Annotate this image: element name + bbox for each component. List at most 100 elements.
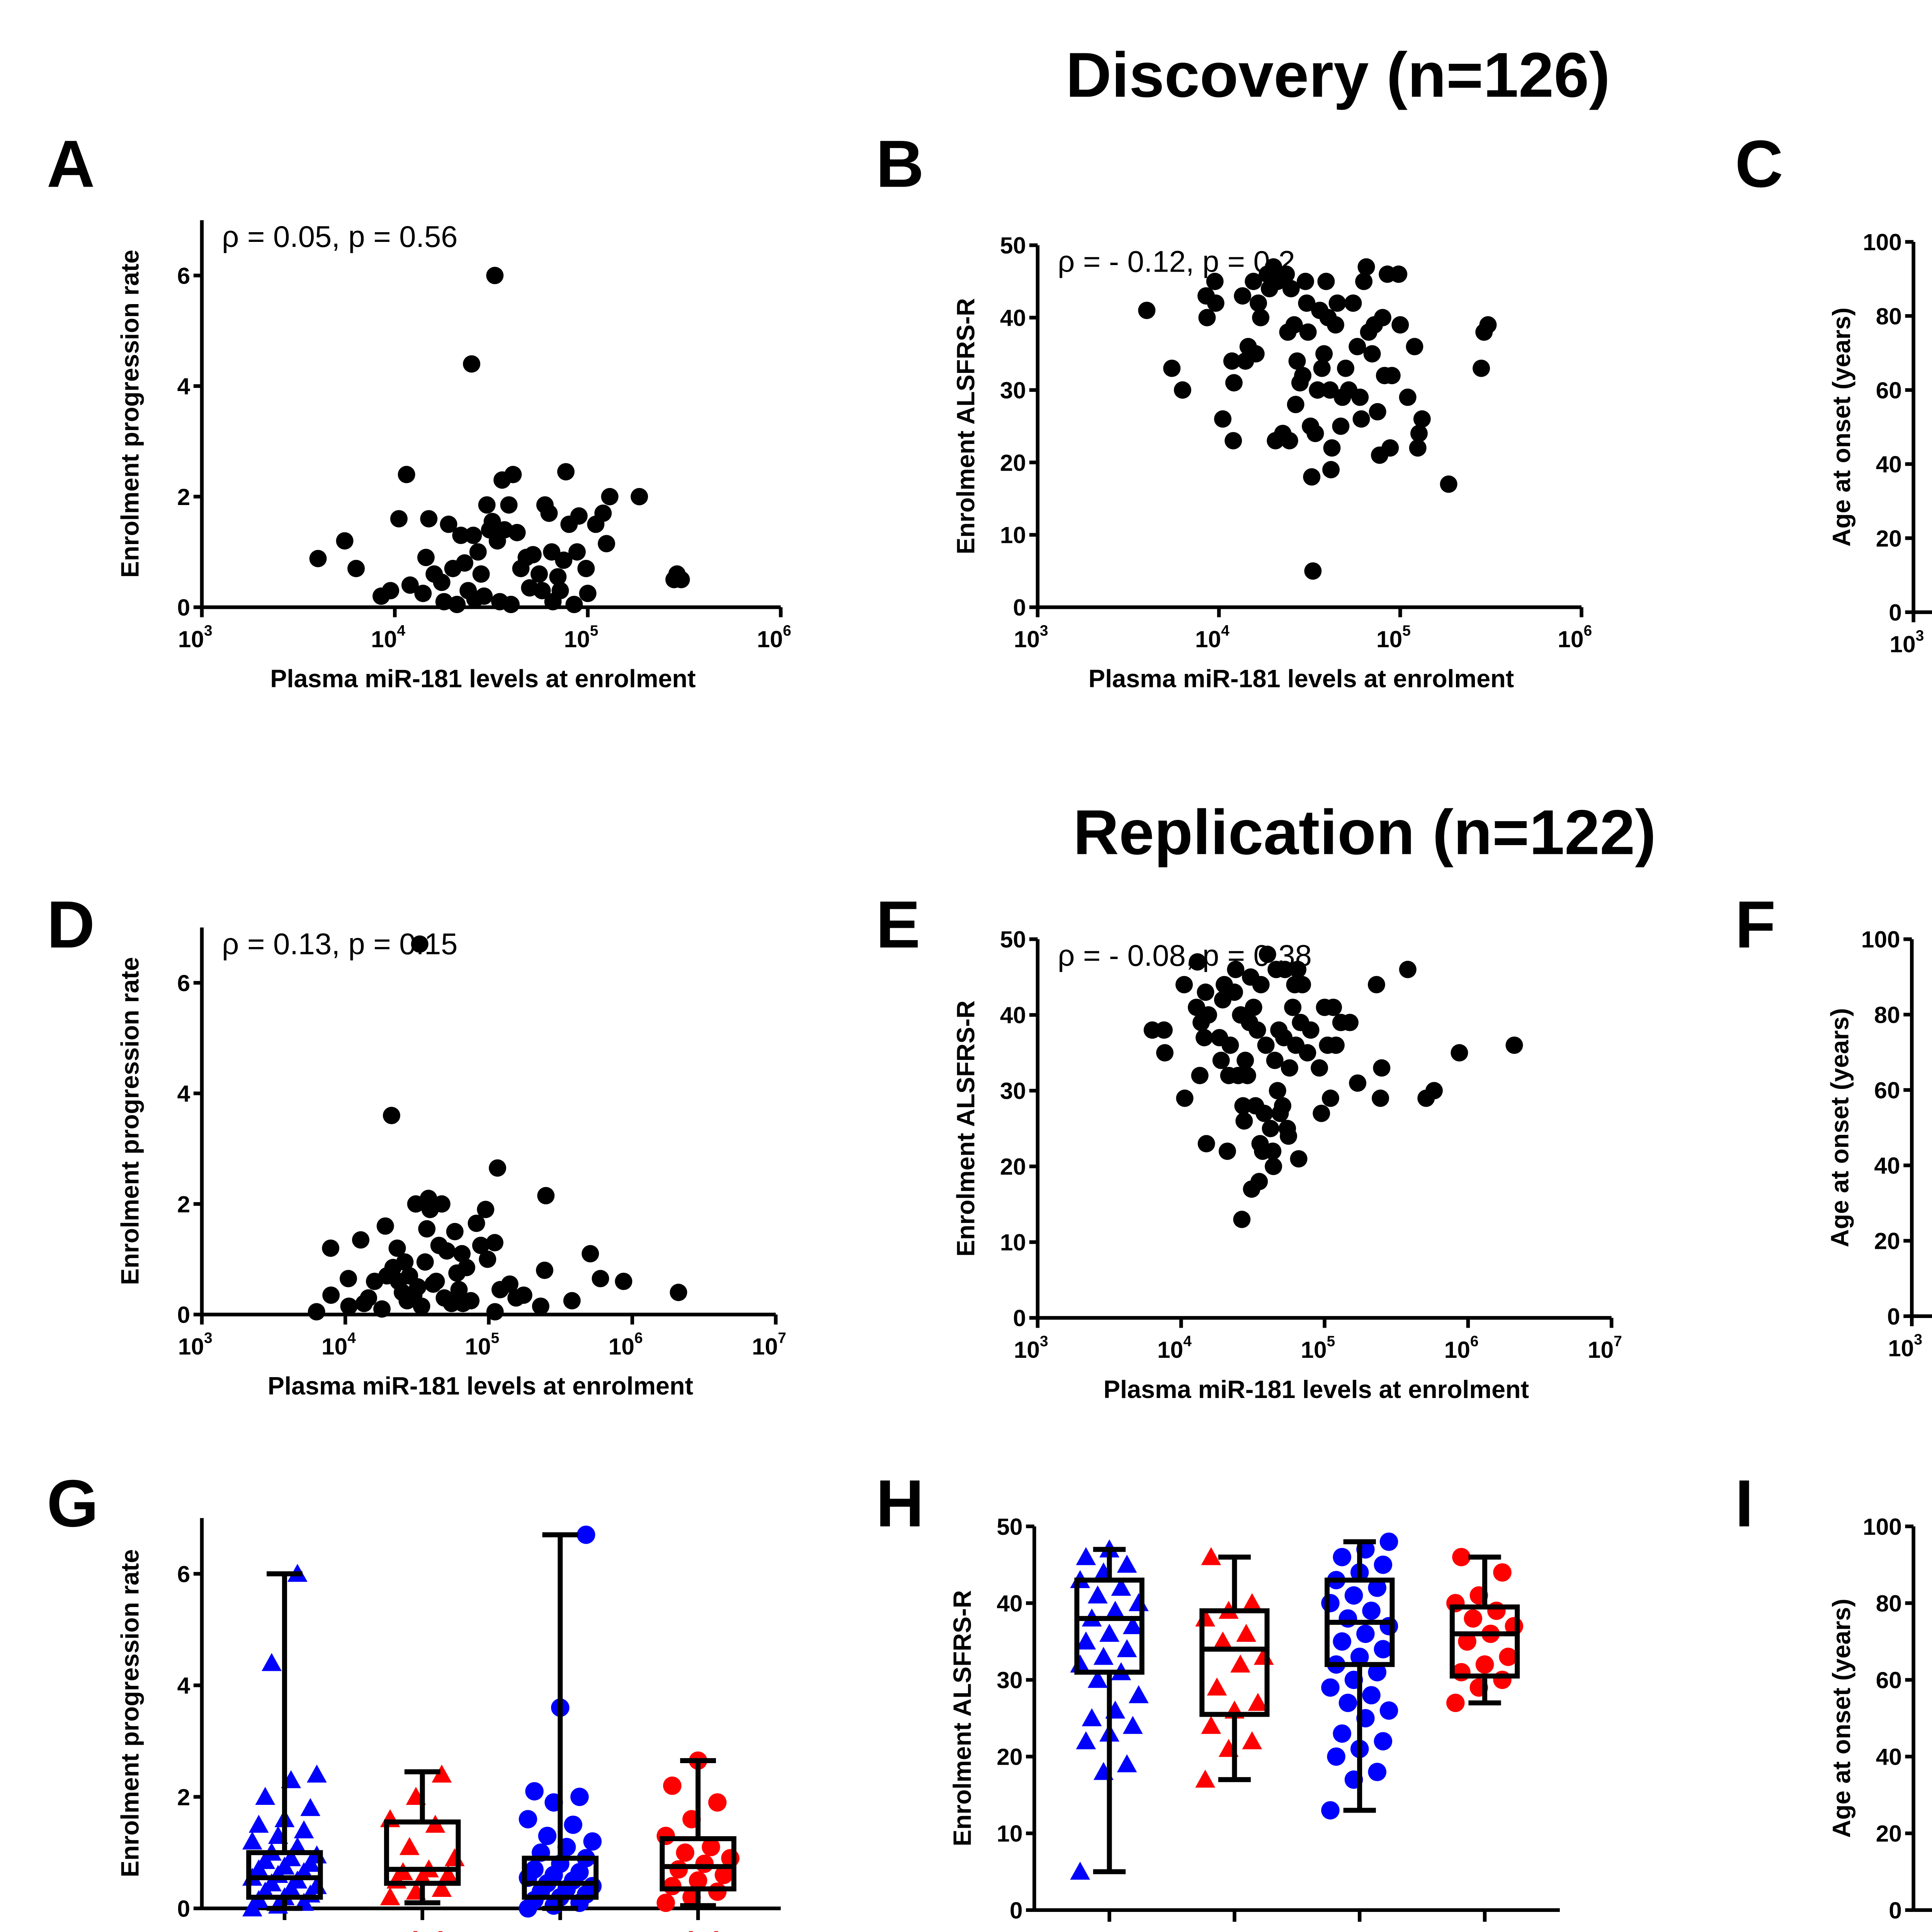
y-axis-label: Enrolment progression rate bbox=[116, 250, 144, 578]
y-tick-label: 4 bbox=[177, 1080, 190, 1107]
data-point bbox=[615, 1272, 633, 1290]
correlation-annotation: ρ = 0.05, p = 0.56 bbox=[222, 220, 457, 253]
data-point bbox=[1309, 381, 1327, 399]
data-point bbox=[448, 595, 466, 613]
data-point-circle bbox=[676, 1843, 694, 1862]
panel-label-h: H bbox=[876, 1466, 924, 1541]
data-point-triangle bbox=[1213, 1631, 1233, 1650]
data-point-circle bbox=[1333, 1632, 1351, 1651]
x-tick-exponent: 5 bbox=[1402, 622, 1411, 639]
data-point-triangle bbox=[380, 1887, 400, 1905]
data-point-circle bbox=[1338, 1609, 1357, 1628]
data-point bbox=[1296, 272, 1314, 290]
iqr-box bbox=[1074, 1577, 1145, 1675]
box-replication-low bbox=[1321, 1532, 1398, 1922]
data-point bbox=[1313, 359, 1331, 377]
data-point-triangle bbox=[306, 1764, 327, 1783]
panel-label-d: D bbox=[47, 887, 95, 962]
data-point-circle bbox=[1368, 1578, 1386, 1597]
data-point bbox=[1274, 1097, 1291, 1115]
data-point bbox=[398, 466, 415, 483]
data-point bbox=[524, 546, 542, 563]
data-point-circle bbox=[538, 1827, 557, 1845]
y-axis-label: Enrolment ALSFRS-R bbox=[951, 1000, 980, 1257]
data-point-triangle bbox=[1117, 1554, 1137, 1573]
y-tick-label: 2 bbox=[177, 484, 190, 510]
y-tick-label: 10 bbox=[1000, 522, 1026, 548]
y-tick-label: 0 bbox=[1889, 599, 1902, 626]
y-tick-label: 20 bbox=[1000, 449, 1026, 476]
data-point-circle bbox=[1368, 1763, 1386, 1781]
data-point bbox=[413, 1298, 430, 1315]
data-point-circle bbox=[1493, 1563, 1512, 1582]
data-point bbox=[322, 1239, 340, 1257]
data-point bbox=[598, 535, 616, 553]
panel-label-b: B bbox=[876, 127, 924, 201]
data-point bbox=[1322, 461, 1340, 478]
data-point bbox=[1236, 1051, 1254, 1069]
box-discovery-low bbox=[1070, 1539, 1149, 1922]
box-replication-high bbox=[1446, 1548, 1524, 1922]
data-point-circle bbox=[695, 1854, 714, 1873]
data-point bbox=[401, 576, 419, 594]
data-point-circle bbox=[1327, 1747, 1345, 1766]
y-tick-label: 0 bbox=[1013, 594, 1026, 621]
data-point bbox=[1409, 439, 1427, 457]
data-point bbox=[409, 1278, 427, 1296]
data-point bbox=[1233, 1211, 1251, 1228]
data-point bbox=[435, 593, 453, 611]
y-axis-label: Age at onset (years) bbox=[1827, 1599, 1855, 1838]
data-point bbox=[565, 595, 583, 613]
data-point bbox=[1257, 1036, 1275, 1054]
data-point bbox=[1473, 359, 1490, 377]
x-tick-exponent: 4 bbox=[397, 622, 405, 639]
data-point-triangle bbox=[294, 1820, 314, 1838]
panel-h: H 0 10 20 30 40 50 Enrolment ALSFRS-R Low High Low… bbox=[876, 1466, 1560, 1932]
iqr-box bbox=[1449, 1604, 1520, 1679]
data-point bbox=[1344, 294, 1362, 312]
data-point bbox=[452, 527, 470, 544]
y-tick-label: 60 bbox=[1874, 1077, 1900, 1103]
data-point-triangle bbox=[432, 1879, 452, 1897]
data-point bbox=[1369, 403, 1386, 421]
y-tick-label: 100 bbox=[1863, 229, 1902, 255]
data-point bbox=[530, 565, 548, 583]
data-point-triangle bbox=[1128, 1685, 1149, 1703]
data-point bbox=[1299, 323, 1317, 341]
category-label: Low bbox=[256, 1926, 313, 1932]
data-point bbox=[1304, 562, 1322, 580]
y-tick-label: 60 bbox=[1876, 377, 1902, 403]
data-point bbox=[1199, 1006, 1217, 1024]
data-point-triangle bbox=[1195, 1769, 1216, 1788]
data-point bbox=[582, 1245, 599, 1263]
data-point bbox=[1505, 1036, 1523, 1054]
panel-label-f: F bbox=[1735, 887, 1776, 962]
data-point-triangle bbox=[1242, 1593, 1262, 1611]
data-point-circle bbox=[1321, 1678, 1340, 1697]
data-point bbox=[1399, 961, 1417, 978]
data-point bbox=[1225, 432, 1242, 449]
data-point bbox=[373, 1300, 391, 1318]
data-point-triangle bbox=[1122, 1616, 1143, 1634]
panel-label-c: C bbox=[1735, 127, 1783, 201]
data-point-triangle bbox=[300, 1798, 321, 1816]
data-point bbox=[1337, 359, 1354, 377]
data-point bbox=[1189, 953, 1206, 971]
data-point-circle bbox=[1487, 1601, 1506, 1620]
y-tick-label: 20 bbox=[1000, 1153, 1026, 1180]
panel-g: G 0 2 4 6 Enrolment progression rate Low High Lo… bbox=[47, 1466, 781, 1932]
data-point bbox=[601, 488, 619, 505]
x-tick-exponent: 5 bbox=[1327, 1333, 1335, 1350]
category-label: High bbox=[1203, 1928, 1266, 1932]
data-point bbox=[1327, 316, 1344, 334]
data-point bbox=[347, 560, 365, 577]
data-point bbox=[418, 1220, 436, 1238]
data-point bbox=[433, 573, 451, 591]
data-point-circle bbox=[1333, 1548, 1351, 1566]
data-point bbox=[1341, 1014, 1359, 1031]
data-point-circle bbox=[708, 1882, 727, 1901]
data-point bbox=[1332, 417, 1350, 435]
data-point bbox=[483, 513, 501, 531]
data-point bbox=[1175, 976, 1193, 993]
